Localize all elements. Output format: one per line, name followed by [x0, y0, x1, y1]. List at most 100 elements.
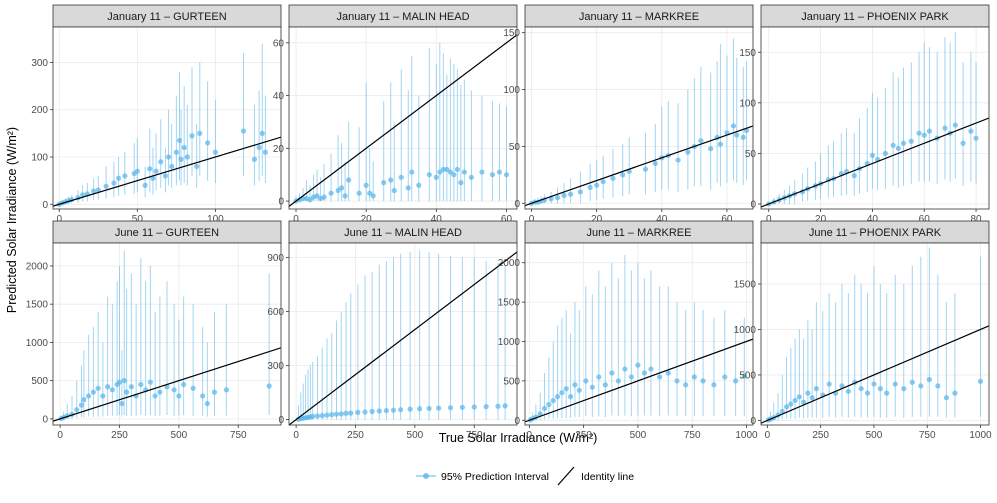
prediction-point — [908, 138, 914, 144]
prediction-point — [691, 374, 697, 380]
prediction-point — [809, 395, 815, 401]
prediction-point — [641, 370, 648, 376]
prediction-point — [741, 373, 747, 379]
prediction-point — [256, 144, 262, 151]
y-tick-label: 0 — [42, 414, 48, 425]
identity-line — [761, 117, 989, 208]
prediction-point — [635, 362, 641, 368]
prediction-point — [189, 133, 195, 139]
identity-line — [761, 325, 989, 424]
facet-title: January 11 – MARKREE — [579, 11, 699, 23]
prediction-point — [892, 381, 898, 387]
prediction-point — [153, 168, 159, 174]
prediction-point — [461, 169, 467, 175]
prediction-point — [381, 180, 387, 186]
prediction-point — [122, 173, 128, 179]
prediction-point — [134, 168, 140, 174]
prediction-point — [779, 408, 785, 414]
x-tick-label: 0 — [57, 430, 63, 441]
y-tick-label: 1500 — [734, 279, 757, 290]
prediction-point — [916, 130, 922, 136]
prediction-point — [369, 408, 375, 415]
panel-data-layer — [525, 38, 753, 207]
identity-line — [289, 251, 517, 425]
prediction-point — [95, 385, 101, 391]
panel-border — [288, 26, 518, 210]
facet-title: January 11 – PHOENIX PARK — [801, 11, 949, 23]
y-tick-label: 2000 — [498, 258, 521, 269]
prediction-point — [858, 386, 864, 392]
x-tick-label: 750 — [230, 430, 247, 441]
prediction-point — [869, 152, 876, 159]
x-tick-label: 0 — [527, 430, 533, 441]
prediction-point — [788, 401, 794, 407]
facet-title: June 11 – MARKREE — [587, 227, 692, 239]
prediction-point — [356, 190, 362, 196]
prediction-point — [503, 172, 510, 178]
prediction-point — [730, 123, 737, 129]
y-tick-label: 200 — [31, 105, 48, 116]
y-tick-label: 500 — [31, 376, 48, 387]
prediction-point — [502, 403, 508, 409]
prediction-point — [550, 397, 556, 404]
x-tick-label: 750 — [919, 430, 936, 441]
prediction-point — [194, 163, 200, 170]
prediction-point — [495, 403, 501, 409]
prediction-point — [698, 138, 704, 144]
facet-title: January 11 – MALIN HEAD — [336, 11, 469, 23]
prediction-point — [973, 135, 979, 141]
prediction-point — [479, 169, 485, 175]
x-tick-label: 750 — [684, 430, 701, 441]
prediction-point — [165, 154, 172, 160]
prediction-point — [436, 405, 442, 411]
prediction-point — [190, 385, 196, 391]
x-tick-label: 0 — [529, 214, 535, 225]
prediction-point — [577, 189, 583, 195]
prediction-point — [211, 389, 218, 395]
prediction-point — [173, 149, 179, 155]
facet-title: June 11 – PHOENIX PARK — [809, 227, 942, 239]
prediction-point — [960, 140, 966, 146]
x-tick-label: 40 — [867, 214, 879, 225]
prediction-point — [416, 182, 422, 188]
prediction-point — [943, 395, 949, 401]
x-tick-label: 80 — [970, 214, 982, 225]
y-tick-label: 0 — [750, 416, 756, 427]
prediction-point — [554, 394, 561, 400]
y-tick-label: 150 — [503, 28, 520, 39]
panel-data-layer — [53, 250, 281, 422]
prediction-point — [622, 366, 628, 372]
prediction-point — [121, 378, 127, 384]
x-tick-label: 250 — [111, 430, 128, 441]
x-tick-label: 20 — [815, 214, 827, 225]
prediction-point — [489, 172, 496, 178]
prediction-point — [805, 390, 811, 396]
prediction-point — [433, 174, 439, 180]
prediction-point — [675, 157, 681, 163]
y-tick-label: 1500 — [498, 298, 521, 309]
prediction-point — [895, 145, 901, 151]
prediction-point — [391, 187, 397, 194]
prediction-point — [722, 374, 728, 380]
facet-panel: June 11 – MARKREE 0 250 500 750 1000 0 500 1000 1… — [498, 220, 758, 441]
prediction-point — [363, 182, 369, 188]
prediction-point — [200, 393, 206, 399]
prediction-point — [596, 374, 602, 380]
prediction-point — [587, 184, 593, 190]
y-tick-label: 500 — [739, 370, 756, 381]
prediction-point — [451, 172, 457, 178]
panel-data-layer — [289, 34, 517, 207]
prediction-point — [483, 404, 489, 410]
prediction-point — [602, 382, 608, 388]
prediction-point — [147, 379, 153, 385]
panel-background — [289, 243, 517, 425]
prediction-point — [968, 128, 974, 134]
prediction-point — [319, 413, 325, 419]
panel-data-layer — [525, 254, 753, 423]
y-tick-label: 0 — [514, 416, 520, 427]
prediction-point — [90, 389, 96, 395]
y-tick-label: 60 — [273, 38, 285, 49]
prediction-point — [426, 172, 432, 178]
prediction-point — [864, 390, 871, 396]
